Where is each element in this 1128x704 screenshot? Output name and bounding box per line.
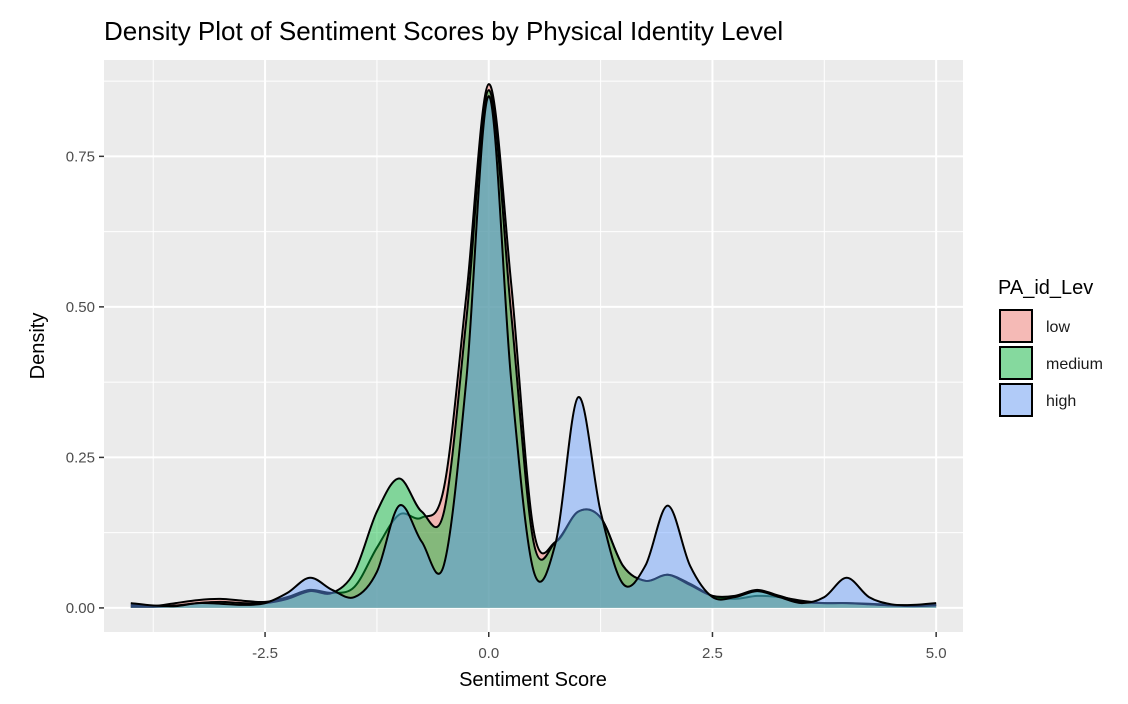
y-tick-label: 0.75 [66,148,95,165]
major-grid [104,60,963,632]
y-tick-label: 0.50 [66,299,95,316]
legend: PA_id_Lev low medium high [998,277,1103,417]
y-tick-label: 0.00 [66,600,95,617]
legend-label-high: high [1046,393,1076,410]
x-tick-label: -2.5 [252,645,278,662]
legend-swatch-low [999,309,1033,343]
x-axis-title: Sentiment Score [459,669,607,691]
density-line-medium [130,89,937,608]
y-axis: 0.00 0.25 0.50 0.75 [66,148,104,617]
x-axis: -2.5 0.0 2.5 5.0 [252,632,947,662]
density-areas [130,83,937,608]
legend-title: PA_id_Lev [998,277,1093,299]
x-tick-label: 0.0 [478,645,499,662]
legend-label-medium: medium [1046,356,1103,373]
density-line-high [130,95,937,608]
legend-label-low: low [1046,319,1070,336]
x-tick-label: 5.0 [926,645,947,662]
y-tick-label: 0.25 [66,449,95,466]
minor-grid [104,60,963,632]
legend-key-bg [999,346,1033,380]
y-axis-title: Density [27,313,49,380]
x-tick-label: 2.5 [702,645,723,662]
legend-swatch-high [999,383,1033,417]
legend-swatch-medium [999,346,1033,380]
legend-key-bg [999,309,1033,343]
legend-key-bg [999,383,1033,417]
chart-title: Density Plot of Sentiment Scores by Phys… [104,16,783,46]
